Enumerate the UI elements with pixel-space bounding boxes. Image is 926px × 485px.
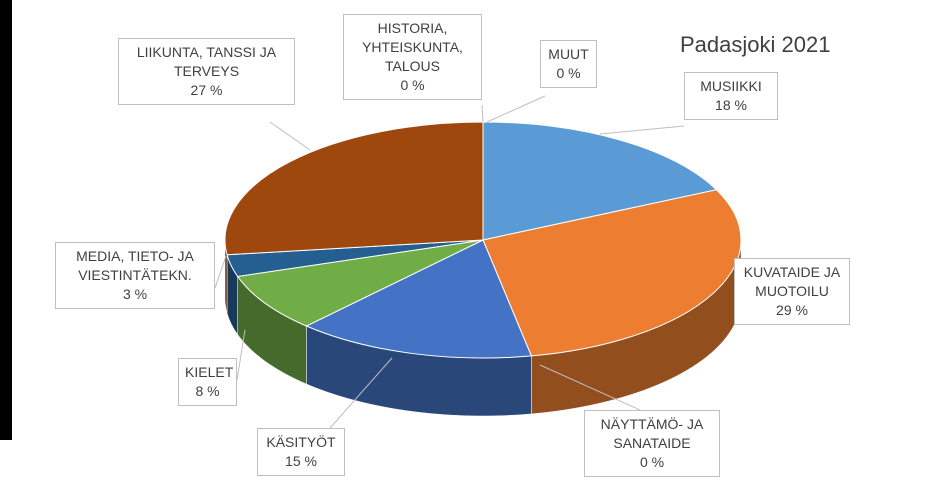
data-label: KÄSITYÖT 15 % (257, 428, 345, 476)
leader-line (539, 364, 641, 411)
leader-line (236, 329, 246, 381)
category-label: NÄYTTÄMÖ- JA SANATAIDE (600, 416, 704, 451)
value-label: 0 % (556, 65, 581, 81)
leader-line (481, 104, 484, 123)
category-label: KÄSITYÖT (266, 434, 336, 450)
category-label: LIIKUNTA, TANSSI JA TERVEYS (136, 44, 277, 79)
leader-line (329, 357, 393, 429)
data-label: MUSIIKKI 18 % (684, 72, 778, 120)
data-label: MEDIA, TIETO- JA VIESTINTÄTEKN. 3 % (55, 242, 215, 309)
slice (224, 121, 484, 256)
value-label: 18 % (715, 97, 747, 113)
slice (236, 239, 484, 327)
data-label: MUUT 0 % (540, 40, 597, 88)
category-label: HISTORIA, YHTEISKUNTA, TALOUS (362, 20, 463, 74)
leader-line (486, 95, 546, 123)
data-label: KIELET 8 % (178, 358, 237, 406)
value-label: 3 % (122, 286, 148, 302)
slice (482, 189, 742, 357)
slice (482, 121, 718, 241)
chart-title: Padasjoki 2021 (680, 32, 831, 57)
slice (305, 239, 533, 359)
data-label: NÄYTTÄMÖ- JA SANATAIDE 0 % (584, 410, 720, 477)
value-label: 29 % (776, 302, 808, 318)
value-label: 8 % (195, 383, 220, 399)
category-label: KIELET (185, 364, 234, 380)
leader-line (269, 121, 311, 151)
value-label: 0 % (400, 77, 425, 93)
category-label: MEDIA, TIETO- JA VIESTINTÄTEKN. (76, 248, 194, 283)
leader-line (599, 125, 685, 135)
value-label: 15 % (285, 453, 317, 469)
leader-line (214, 255, 227, 289)
category-label: MUUT (548, 46, 589, 62)
value-label: 27 % (190, 82, 223, 98)
data-label: KUVATAIDE JA MUOTOILU 29 % (734, 258, 850, 325)
side-strip (0, 0, 12, 440)
category-label: MUSIIKKI (700, 78, 762, 94)
data-label: LIIKUNTA, TANSSI JA TERVEYS 27 % (118, 38, 295, 105)
data-label: HISTORIA, YHTEISKUNTA, TALOUS 0 % (343, 14, 482, 100)
category-label: KUVATAIDE JA MUOTOILU (743, 264, 841, 299)
value-label: 0 % (639, 454, 665, 470)
